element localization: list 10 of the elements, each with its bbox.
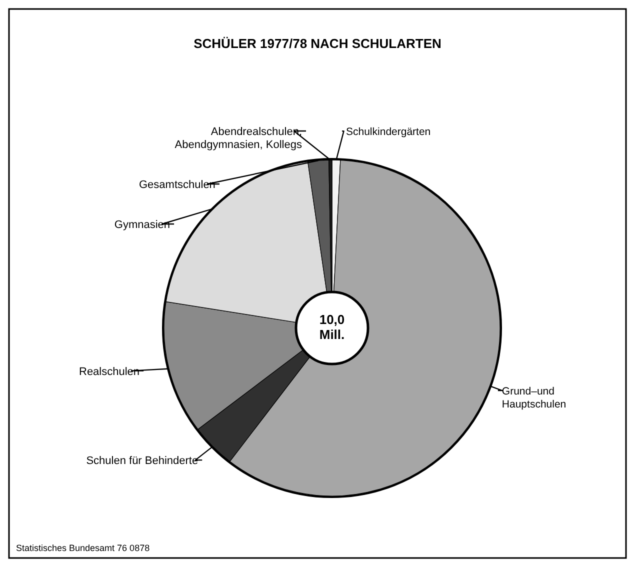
slice-label: Realschulen (79, 366, 140, 378)
slice-label: Schulkindergärten (346, 126, 431, 138)
text: Statistisches Bundesamt 76 0878 (16, 543, 150, 553)
slice-label: Gesamtschulen (139, 179, 216, 192)
slice-label: Gymnasien (114, 219, 170, 232)
slice-label: Abendrealschulen, Abendgymnasien, Kollegs (174, 126, 302, 152)
slice-label: Schulen für Behinderte (86, 455, 198, 468)
slice-label: Grund–und Hauptschulen (502, 386, 566, 411)
chart-title: SCHÜLER 1977/78 NACH SCHULARTEN (194, 36, 442, 51)
text: 10,0 Mill. (319, 312, 345, 342)
